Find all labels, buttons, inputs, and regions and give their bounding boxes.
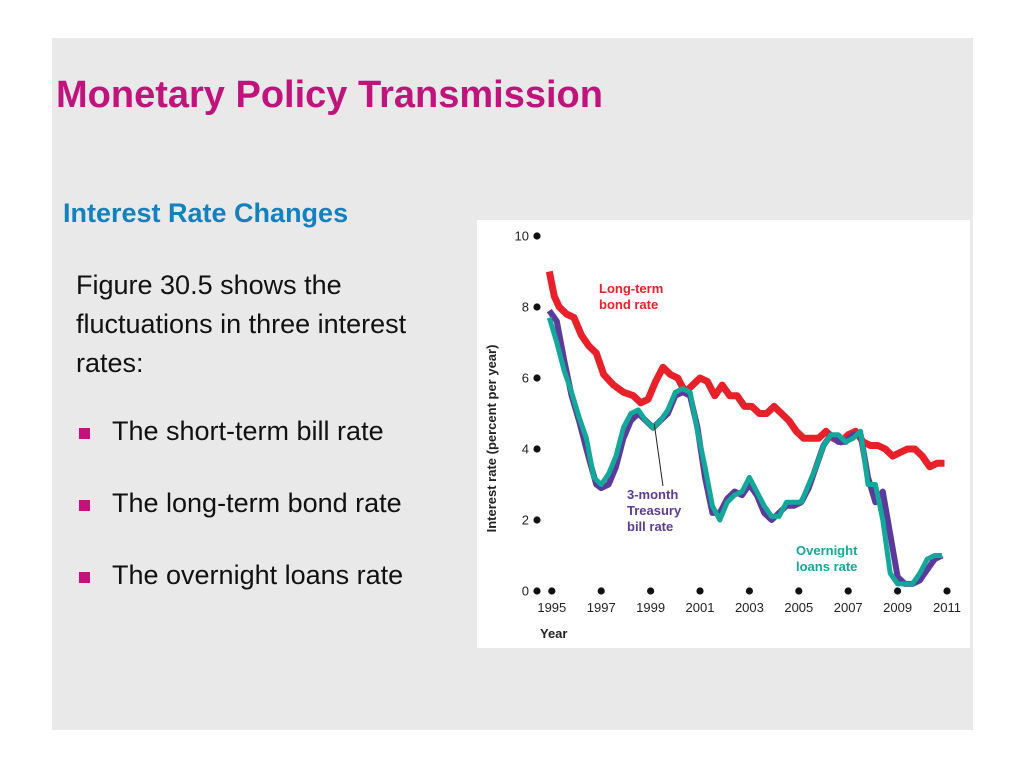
treasury-bill-label: bill rate bbox=[627, 519, 673, 534]
x-axis-title: Year bbox=[540, 626, 567, 641]
y-tick-label: 8 bbox=[522, 300, 529, 315]
treasury-leader-line bbox=[653, 424, 664, 487]
x-tick-dot bbox=[894, 587, 902, 595]
long-term-bond-label: bond rate bbox=[599, 297, 658, 312]
x-tick-dot bbox=[795, 587, 803, 595]
x-tick-label: 1997 bbox=[587, 600, 616, 615]
x-tick-label: 2007 bbox=[834, 600, 863, 615]
x-tick-label: 2005 bbox=[784, 600, 813, 615]
square-bullet-icon bbox=[79, 428, 90, 439]
y-axis-title: Interest rate (percent per year) bbox=[484, 345, 499, 533]
y-tick-dot bbox=[533, 445, 541, 453]
y-tick-dot bbox=[533, 587, 541, 595]
x-tick-label: 2001 bbox=[686, 600, 715, 615]
x-tick-dot bbox=[844, 587, 852, 595]
x-tick-label: 1999 bbox=[636, 600, 665, 615]
y-tick-label: 2 bbox=[522, 513, 529, 528]
x-tick-dot bbox=[943, 587, 951, 595]
intro-text: Figure 30.5 shows the fluctuations in th… bbox=[76, 270, 407, 378]
x-tick-label: 2011 bbox=[933, 600, 961, 615]
overnight-loans-line bbox=[546, 316, 943, 587]
interest-rate-chart: 0 2 4 6 8 10 1995 1997 1999 2001 2003 2005 2007 2009 2… bbox=[477, 220, 970, 648]
long-term-bond-label: Long-term bbox=[599, 281, 663, 296]
bullet-text: The long-term bond rate bbox=[112, 488, 402, 518]
x-tick-dot bbox=[745, 587, 754, 595]
treasury-bill-label: Treasury bbox=[627, 503, 682, 518]
overnight-loans-label: Overnight bbox=[796, 543, 858, 558]
x-tick-dot bbox=[597, 587, 605, 595]
slide-subtitle: Interest Rate Changes bbox=[63, 198, 349, 228]
overnight-loans-label: loans rate bbox=[796, 559, 857, 574]
x-tick-label: 2009 bbox=[883, 600, 912, 615]
square-bullet-icon bbox=[79, 500, 90, 511]
y-tick-dot bbox=[533, 303, 541, 311]
y-tick-dot bbox=[533, 374, 541, 382]
chart-svg: 0 2 4 6 8 10 1995 1997 1999 2001 2003 2005 2007 2009 2… bbox=[484, 229, 961, 642]
x-tick-dot bbox=[647, 587, 655, 595]
x-tick-dot bbox=[548, 587, 556, 595]
square-bullet-icon bbox=[79, 572, 90, 583]
y-tick-label: 6 bbox=[522, 371, 529, 386]
y-tick-label: 4 bbox=[522, 442, 529, 457]
slide: Monetary Policy Transmission Interest Ra… bbox=[52, 38, 973, 730]
bullet-text: The short-term bill rate bbox=[112, 416, 384, 446]
y-tick-dot bbox=[533, 232, 541, 240]
slide-title: Monetary Policy Transmission bbox=[56, 74, 603, 116]
y-tick-label: 0 bbox=[522, 584, 529, 599]
x-tick-label: 1995 bbox=[537, 600, 566, 615]
x-tick-dot bbox=[696, 587, 704, 595]
bullet-text: The overnight loans rate bbox=[112, 560, 404, 590]
x-tick-label: 2003 bbox=[735, 600, 764, 615]
long-term-bond-line bbox=[545, 270, 945, 471]
treasury-bill-line bbox=[546, 308, 944, 587]
y-tick-dot bbox=[533, 516, 541, 524]
y-tick-label: 10 bbox=[515, 229, 529, 244]
treasury-bill-label: 3-month bbox=[627, 487, 678, 502]
